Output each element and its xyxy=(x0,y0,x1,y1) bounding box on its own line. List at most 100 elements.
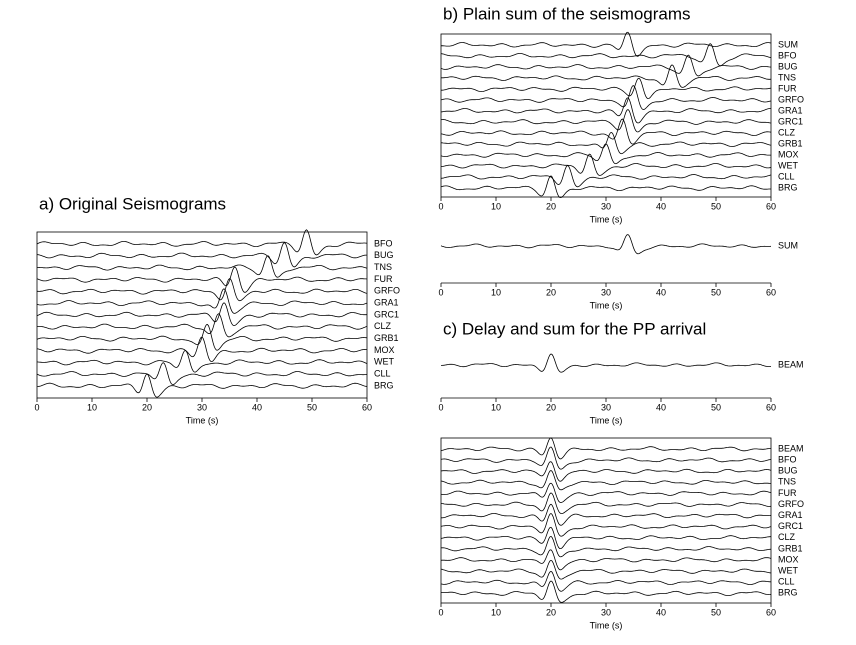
station-label: BRG xyxy=(778,182,798,192)
trace xyxy=(440,446,772,470)
x-tick-label: 50 xyxy=(307,402,317,412)
panel-title: a) Original Seismograms xyxy=(39,194,226,213)
trace xyxy=(440,437,772,460)
trace xyxy=(440,512,772,537)
x-tick-label: 20 xyxy=(142,402,152,412)
station-label: WET xyxy=(778,160,798,170)
trace xyxy=(440,54,772,77)
station-label: TNS xyxy=(374,262,392,272)
x-tick-label: 10 xyxy=(491,287,501,297)
station-label: BEAM xyxy=(778,443,804,453)
x-tick-label: 50 xyxy=(711,607,721,617)
trace xyxy=(441,64,772,88)
x-tick-label: 40 xyxy=(656,287,666,297)
station-label: FUR xyxy=(778,83,797,93)
trace xyxy=(440,85,772,111)
trace xyxy=(36,229,368,256)
x-tick-label: 60 xyxy=(766,607,776,617)
station-label: GRC1 xyxy=(778,521,803,531)
station-label: GRA1 xyxy=(374,298,399,308)
trace xyxy=(37,313,368,338)
trace xyxy=(36,255,368,278)
station-label: BUG xyxy=(778,61,798,71)
trace xyxy=(440,164,772,188)
panel-title: b) Plain sum of the seismograms xyxy=(443,4,691,23)
frame xyxy=(440,33,772,198)
station-label: CLL xyxy=(778,577,795,587)
station-label: MOX xyxy=(778,554,799,564)
station-label: WET xyxy=(374,357,394,367)
station-label: CLL xyxy=(778,171,795,181)
trace xyxy=(441,353,772,373)
trace xyxy=(441,503,772,526)
trace xyxy=(36,302,367,327)
x-tick-label: 20 xyxy=(546,402,556,412)
panel-title: c) Delay and sum for the PP arrival xyxy=(443,319,706,338)
x-tick-label: 30 xyxy=(601,201,611,211)
x-tick-label: 10 xyxy=(491,201,501,211)
trace xyxy=(36,266,368,293)
x-tick-label: 60 xyxy=(766,201,776,211)
trace xyxy=(440,234,772,255)
trace xyxy=(37,278,368,302)
station-label: SUM xyxy=(778,240,798,250)
trace xyxy=(440,535,772,558)
x-axis-label: Time (s) xyxy=(186,415,219,425)
trace xyxy=(36,373,368,398)
trace xyxy=(36,288,368,314)
station-label: CLL xyxy=(374,369,391,379)
trace xyxy=(440,570,772,592)
trace xyxy=(440,526,771,549)
station-label: CLZ xyxy=(374,321,392,331)
station-label: MOX xyxy=(778,149,799,159)
station-label: CLZ xyxy=(778,127,796,137)
station-label: TNS xyxy=(778,72,796,82)
trace xyxy=(440,559,772,580)
x-axis-label: Time (s) xyxy=(590,300,623,310)
station-label: FUR xyxy=(778,488,797,498)
trace xyxy=(440,492,772,514)
trace xyxy=(440,580,772,603)
x-tick-label: 30 xyxy=(601,287,611,297)
x-tick-label: 10 xyxy=(87,402,97,412)
x-tick-label: 60 xyxy=(362,402,372,412)
trace xyxy=(36,336,367,363)
station-label: GRFO xyxy=(374,286,400,296)
station-label: BRG xyxy=(778,588,798,598)
x-tick-label: 30 xyxy=(601,402,611,412)
station-label: BUG xyxy=(778,466,798,476)
trace xyxy=(440,482,772,504)
station-label: GRB1 xyxy=(778,138,803,148)
x-axis-label: Time (s) xyxy=(590,214,623,224)
station-label: GRFO xyxy=(778,94,804,104)
x-tick-label: 0 xyxy=(438,607,443,617)
trace xyxy=(440,143,771,165)
x-tick-label: 10 xyxy=(491,607,501,617)
trace xyxy=(440,97,771,124)
station-label: GRC1 xyxy=(778,116,803,126)
x-tick-label: 60 xyxy=(766,402,776,412)
x-tick-label: 40 xyxy=(252,402,262,412)
station-label: BFO xyxy=(778,50,797,60)
station-label: BFO xyxy=(374,238,393,248)
trace xyxy=(440,175,771,199)
station-label: CLZ xyxy=(778,532,796,542)
station-label: GRC1 xyxy=(374,309,399,319)
station-label: GRA1 xyxy=(778,105,803,115)
x-axis-label: Time (s) xyxy=(590,415,623,425)
trace xyxy=(36,242,367,268)
x-tick-label: 20 xyxy=(546,287,556,297)
station-label: FUR xyxy=(374,274,393,284)
station-label: BEAM xyxy=(778,359,804,369)
x-tick-label: 40 xyxy=(656,607,666,617)
x-tick-label: 10 xyxy=(491,402,501,412)
trace xyxy=(36,362,368,386)
x-tick-label: 40 xyxy=(656,402,666,412)
x-tick-label: 0 xyxy=(438,402,443,412)
x-tick-label: 20 xyxy=(546,607,556,617)
station-label: GRB1 xyxy=(374,333,399,343)
station-label: BUG xyxy=(374,250,394,260)
x-tick-label: 50 xyxy=(711,402,721,412)
x-tick-label: 30 xyxy=(601,607,611,617)
